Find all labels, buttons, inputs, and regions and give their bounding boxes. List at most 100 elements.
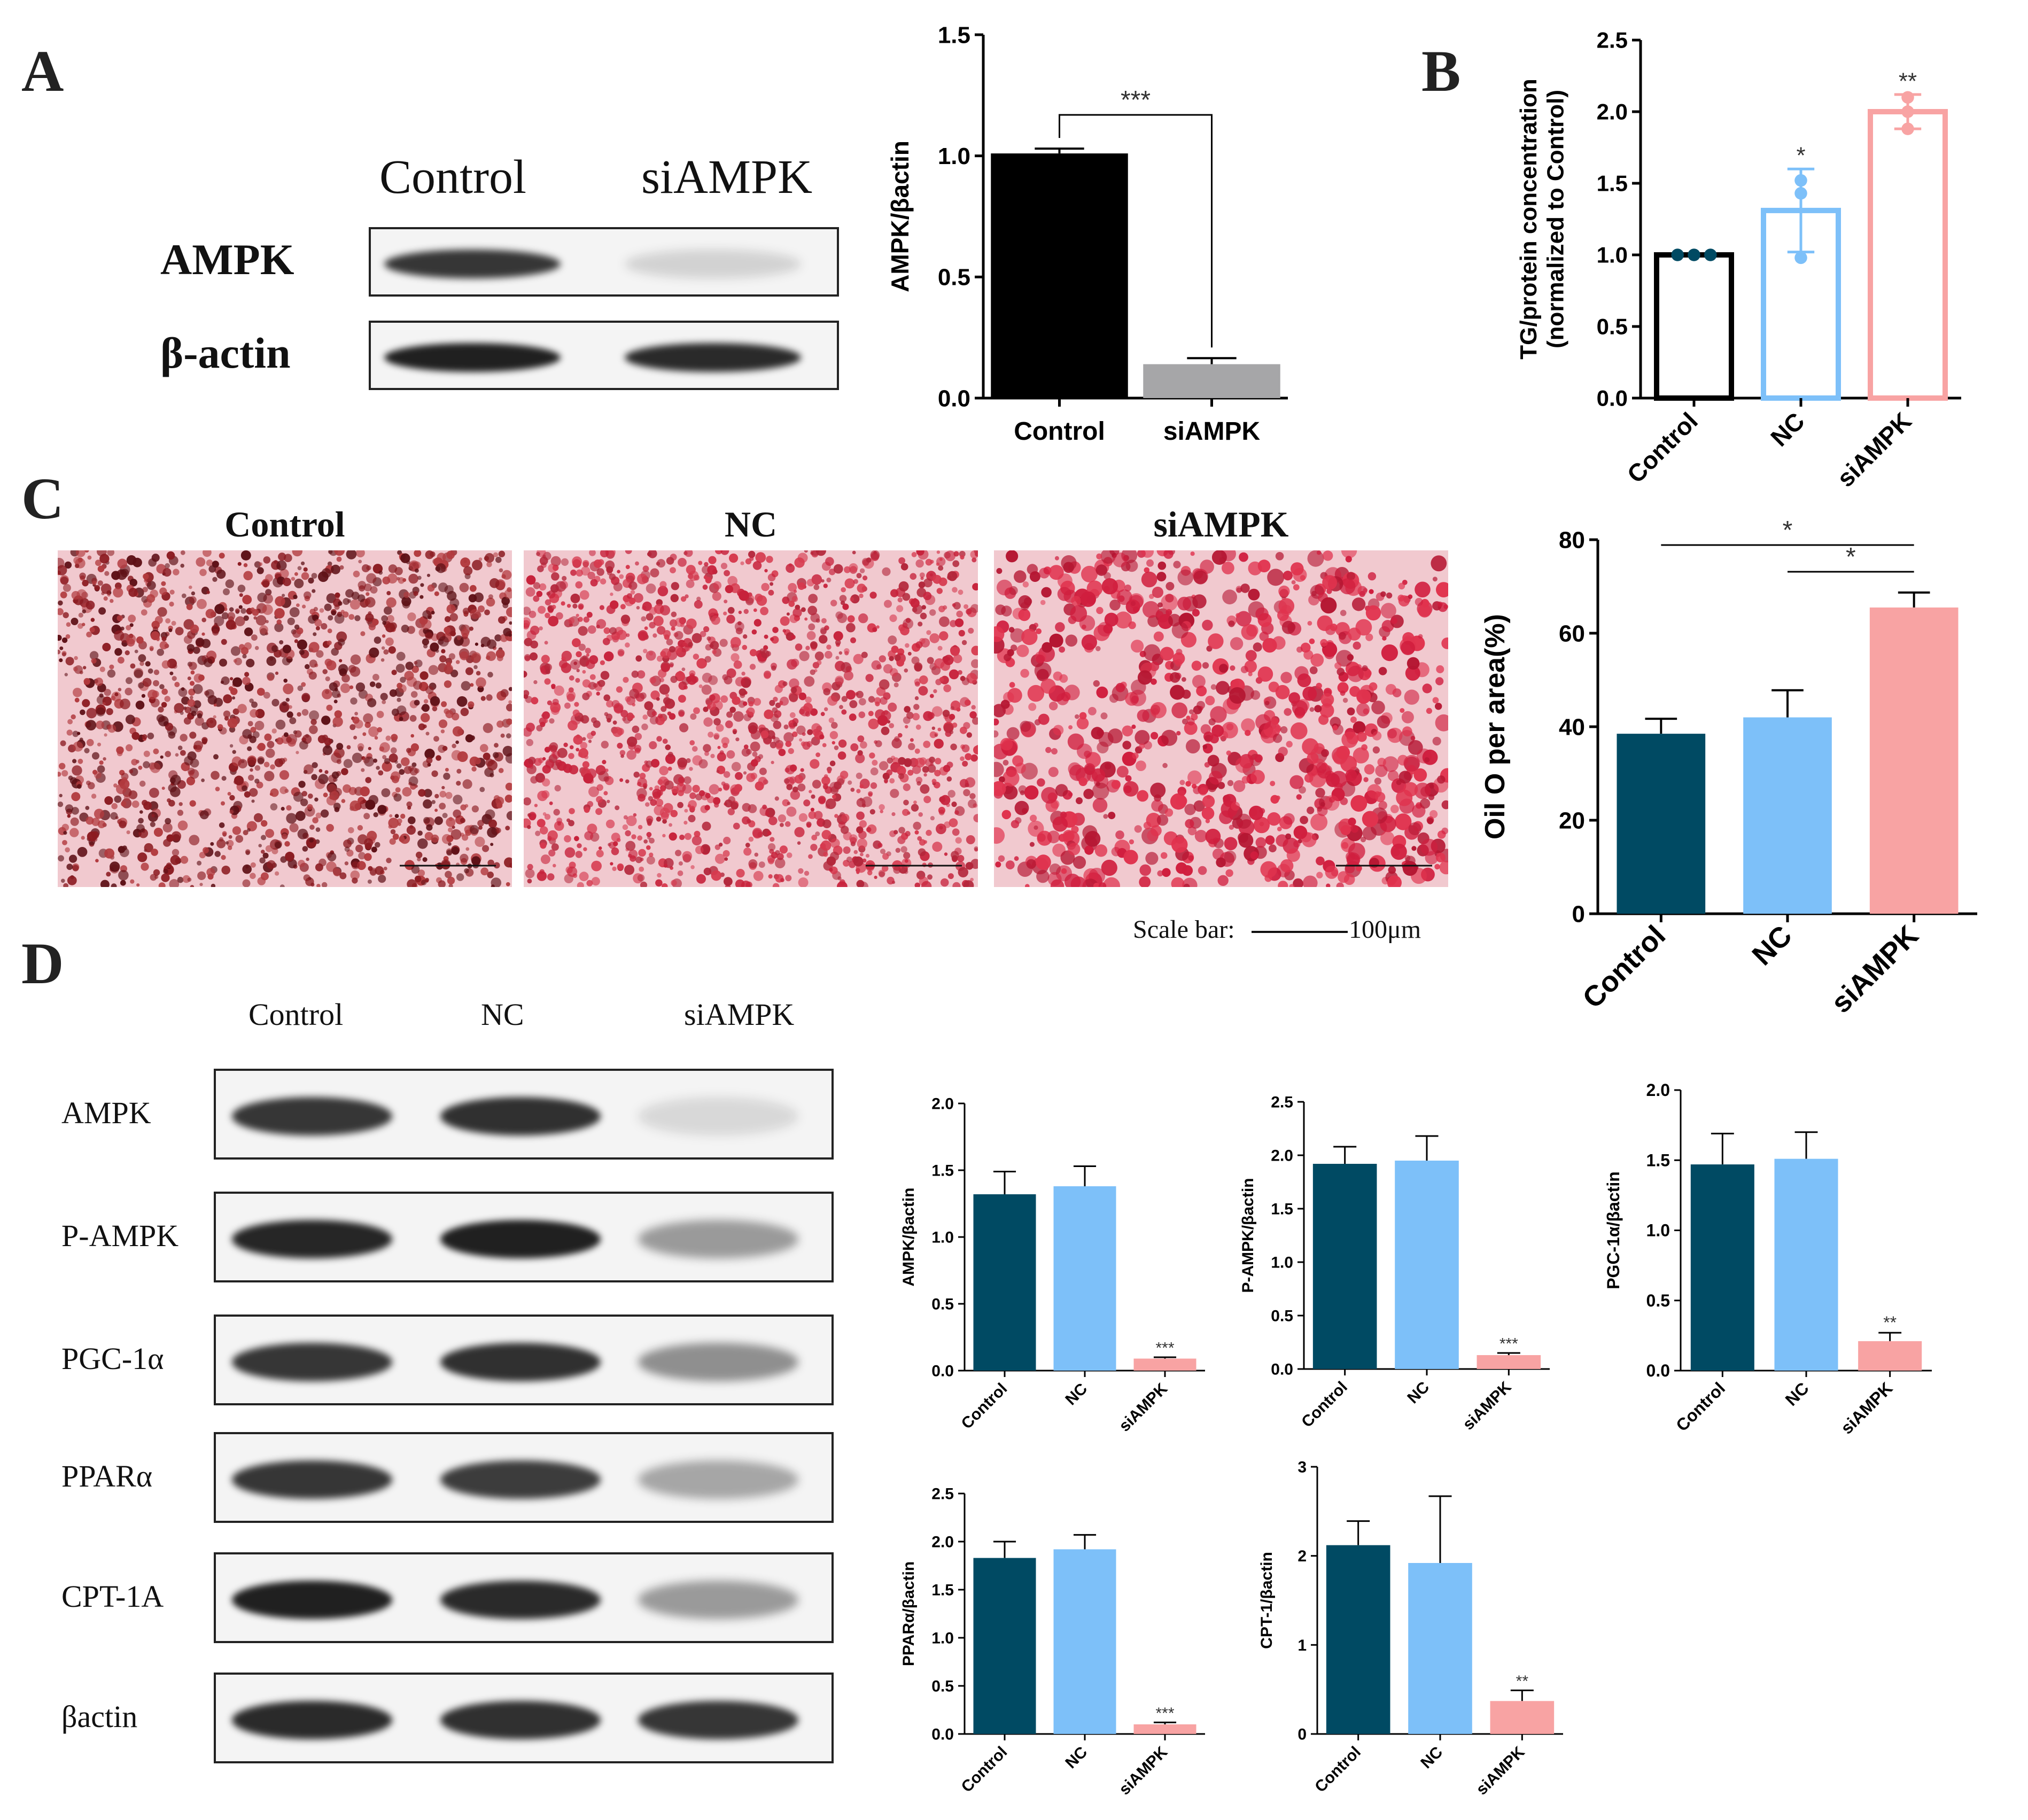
- blot-band: [638, 1220, 798, 1258]
- lipid-droplet: [784, 821, 791, 827]
- lipid-droplet: [1029, 842, 1035, 847]
- lipid-droplet: [199, 883, 203, 886]
- lipid-droplet: [460, 707, 469, 717]
- lipid-droplet: [952, 587, 958, 593]
- lipid-droplet: [802, 732, 806, 736]
- lipid-droplet: [143, 761, 150, 768]
- lipid-droplet: [357, 825, 363, 831]
- blot-band: [384, 343, 561, 372]
- lipid-droplet: [631, 670, 639, 678]
- lipid-droplet: [196, 598, 207, 609]
- lipid-droplet: [814, 651, 824, 661]
- lipid-droplet: [900, 846, 907, 853]
- lipid-droplet: [452, 743, 456, 749]
- lipid-droplet: [1124, 785, 1132, 794]
- lipid-droplet: [487, 639, 497, 649]
- lipid-droplet: [797, 783, 806, 792]
- lipid-droplet: [631, 834, 636, 839]
- lipid-droplet: [620, 604, 626, 610]
- lipid-droplet: [1314, 705, 1322, 713]
- lipid-droplet: [676, 783, 686, 792]
- lipid-droplet: [1435, 852, 1446, 862]
- lipid-droplet: [348, 665, 356, 673]
- lipid-droplet: [1123, 850, 1138, 865]
- lipid-droplet: [637, 874, 645, 882]
- y-tick-label: 0: [1572, 901, 1585, 927]
- lipid-droplet: [326, 704, 333, 711]
- lipid-droplet: [620, 710, 628, 718]
- lipid-droplet: [758, 776, 767, 786]
- lipid-droplet: [1083, 789, 1094, 799]
- lipid-droplet: [123, 795, 130, 801]
- lipid-droplet: [937, 727, 942, 732]
- lipid-droplet: [499, 568, 503, 573]
- lipid-droplet: [853, 654, 864, 664]
- lipid-droplet: [544, 641, 548, 645]
- lipid-droplet: [602, 637, 610, 645]
- lipid-droplet: [263, 761, 270, 768]
- lipid-droplet: [99, 760, 104, 765]
- significance-bracket: [1059, 114, 1213, 348]
- lipid-droplet: [369, 647, 379, 658]
- lipid-droplet: [151, 554, 160, 562]
- lipid-droplet: [71, 792, 81, 802]
- lipid-droplet: [548, 608, 554, 613]
- lipid-droplet: [580, 715, 589, 724]
- lipid-droplet: [542, 812, 547, 816]
- lipid-droplet: [748, 701, 754, 707]
- lipid-droplet: [617, 649, 625, 656]
- lipid-droplet: [894, 654, 901, 661]
- lipid-droplet: [444, 626, 451, 634]
- lipid-droplet: [1216, 857, 1226, 868]
- lipid-droplet: [642, 714, 648, 720]
- lipid-droplet: [177, 820, 188, 831]
- lipid-droplet: [221, 639, 227, 645]
- lipid-droplet: [625, 550, 632, 554]
- lipid-droplet: [386, 597, 397, 608]
- lipid-droplet: [1170, 685, 1185, 700]
- lipid-droplet: [877, 843, 883, 848]
- lipid-droplet: [536, 725, 543, 732]
- blot-band: [625, 249, 801, 279]
- lipid-droplet: [764, 672, 771, 679]
- lipid-droplet: [1316, 682, 1322, 689]
- lipid-droplet: [684, 550, 693, 557]
- lipid-droplet: [671, 785, 679, 794]
- lipid-droplet: [251, 701, 258, 708]
- lipid-droplet: [1372, 731, 1382, 741]
- lipid-droplet: [576, 613, 579, 617]
- lipid-droplet: [1443, 604, 1448, 609]
- y-axis-label: PPARα/βactin: [900, 1561, 918, 1666]
- x-tick-label: Control: [1298, 1378, 1351, 1431]
- lipid-droplet: [59, 658, 63, 663]
- lipid-droplet: [973, 814, 978, 822]
- lipid-droplet: [470, 735, 475, 741]
- lipid-droplet: [76, 589, 87, 600]
- lipid-droplet: [584, 807, 590, 813]
- lipid-droplet: [229, 795, 235, 801]
- lipid-droplet: [548, 616, 559, 627]
- lipid-droplet: [224, 716, 229, 721]
- y-tick-label: 1.0: [938, 143, 970, 169]
- lipid-droplet: [609, 573, 616, 580]
- lipid-droplet: [506, 882, 510, 886]
- lipid-droplet: [1104, 763, 1112, 770]
- y-tick-label: 60: [1559, 620, 1585, 647]
- lipid-droplet: [240, 608, 246, 614]
- lipid-droplet: [435, 649, 439, 653]
- lipid-droplet: [665, 753, 676, 764]
- lipid-droplet: [1228, 620, 1235, 627]
- lipid-droplet: [478, 826, 483, 830]
- lipid-droplet: [1190, 551, 1195, 556]
- lipid-droplet: [899, 765, 904, 769]
- lipid-droplet: [1014, 800, 1029, 815]
- lipid-droplet: [616, 686, 623, 693]
- lipid-droplet: [397, 818, 402, 824]
- lipid-droplet: [1039, 567, 1050, 579]
- lipid-droplet: [1139, 743, 1145, 749]
- lipid-droplet: [1048, 565, 1064, 580]
- lipid-droplet: [925, 558, 933, 566]
- lipid-droplet: [1381, 644, 1398, 662]
- lipid-droplet: [128, 588, 138, 597]
- lipid-droplet: [313, 632, 317, 636]
